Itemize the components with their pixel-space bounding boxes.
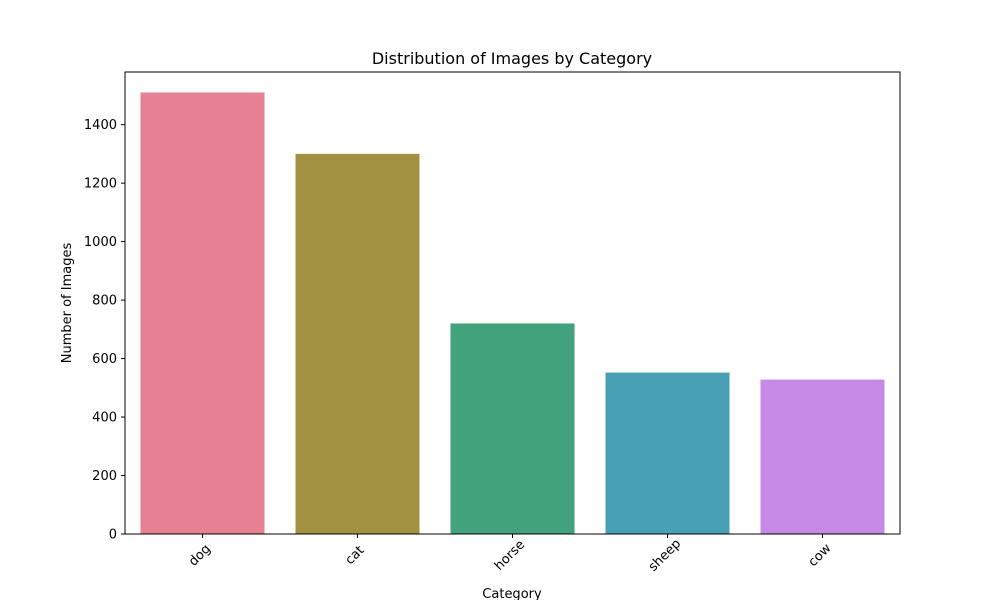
y-axis: 0 200 400 600 800 1000 1200 1400 — [84, 118, 125, 543]
y-tick-label-200: 200 — [92, 469, 117, 484]
y-tick-label-1400: 1400 — [84, 118, 117, 133]
y-tick-label-1000: 1000 — [84, 235, 117, 250]
x-tick-label-sheep: sheep — [646, 536, 684, 574]
bars-group — [140, 92, 885, 534]
x-tick-label-cat: cat — [343, 543, 368, 568]
bar-cat — [295, 153, 420, 534]
x-tick-label-cow: cow — [806, 541, 835, 570]
x-tick-label-horse: horse — [492, 537, 528, 573]
y-tick-label-800: 800 — [92, 294, 117, 309]
bar-sheep — [605, 372, 730, 534]
plot-frame — [124, 71, 901, 535]
x-tick-label-dog: dog — [186, 542, 214, 570]
bar-horse — [450, 323, 575, 534]
bar-dog — [140, 92, 265, 534]
x-axis: dog cat horse sheep cow — [186, 534, 835, 575]
x-axis-label: Category — [482, 587, 542, 600]
bar-cow — [760, 379, 885, 534]
y-tick-label-0: 0 — [109, 528, 117, 543]
y-axis-label: Number of Images — [60, 243, 75, 364]
y-tick-label-600: 600 — [92, 352, 117, 367]
y-tick-label-1200: 1200 — [84, 177, 117, 192]
chart-title: Distribution of Images by Category — [372, 49, 652, 68]
y-tick-label-400: 400 — [92, 411, 117, 426]
